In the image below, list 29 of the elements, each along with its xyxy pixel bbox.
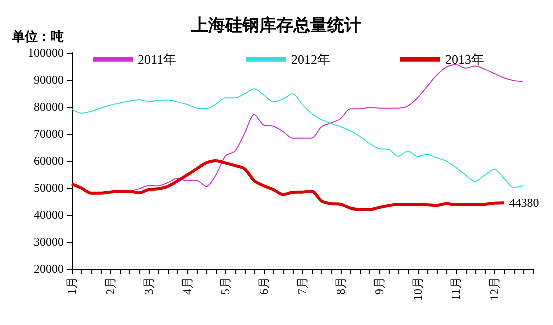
y-tick-label: 100000 [28, 46, 64, 60]
x-tick-label: 1月 [65, 277, 79, 295]
x-tick-label: 12月 [488, 277, 502, 301]
y-tick-label: 40000 [34, 208, 64, 222]
legend-label: 2012年 [292, 52, 331, 67]
data-label: 44380 [509, 196, 540, 210]
x-tick-label: 3月 [142, 277, 156, 295]
x-tick-label: 2月 [103, 277, 118, 295]
y-tick-label: 70000 [34, 127, 64, 141]
x-tick-label: 11月 [449, 277, 464, 301]
x-tick-label: 5月 [218, 277, 233, 295]
y-tick-label: 30000 [34, 235, 64, 249]
y-axis-title: 单位：吨 [11, 29, 64, 44]
legend-label: 2011年 [138, 52, 177, 67]
x-tick-label: 4月 [180, 277, 194, 295]
line-series [70, 160, 506, 212]
legend-label: 2013年 [446, 52, 485, 67]
x-tick-label: 7月 [296, 277, 310, 295]
y-tick-label: 80000 [34, 100, 64, 114]
y-tick-label: 90000 [34, 73, 64, 87]
x-tick-label: 8月 [334, 277, 348, 295]
y-tick-label: 50000 [34, 181, 64, 195]
x-tick-label: 10月 [410, 277, 425, 301]
line-series [72, 88, 524, 188]
y-tick-label: 20000 [34, 262, 64, 276]
y-tick-label: 60000 [34, 154, 64, 168]
x-tick-label: 9月 [372, 277, 386, 295]
chart-title: 上海硅钢库存总量统计 [190, 16, 362, 35]
x-tick-label: 6月 [257, 277, 272, 295]
